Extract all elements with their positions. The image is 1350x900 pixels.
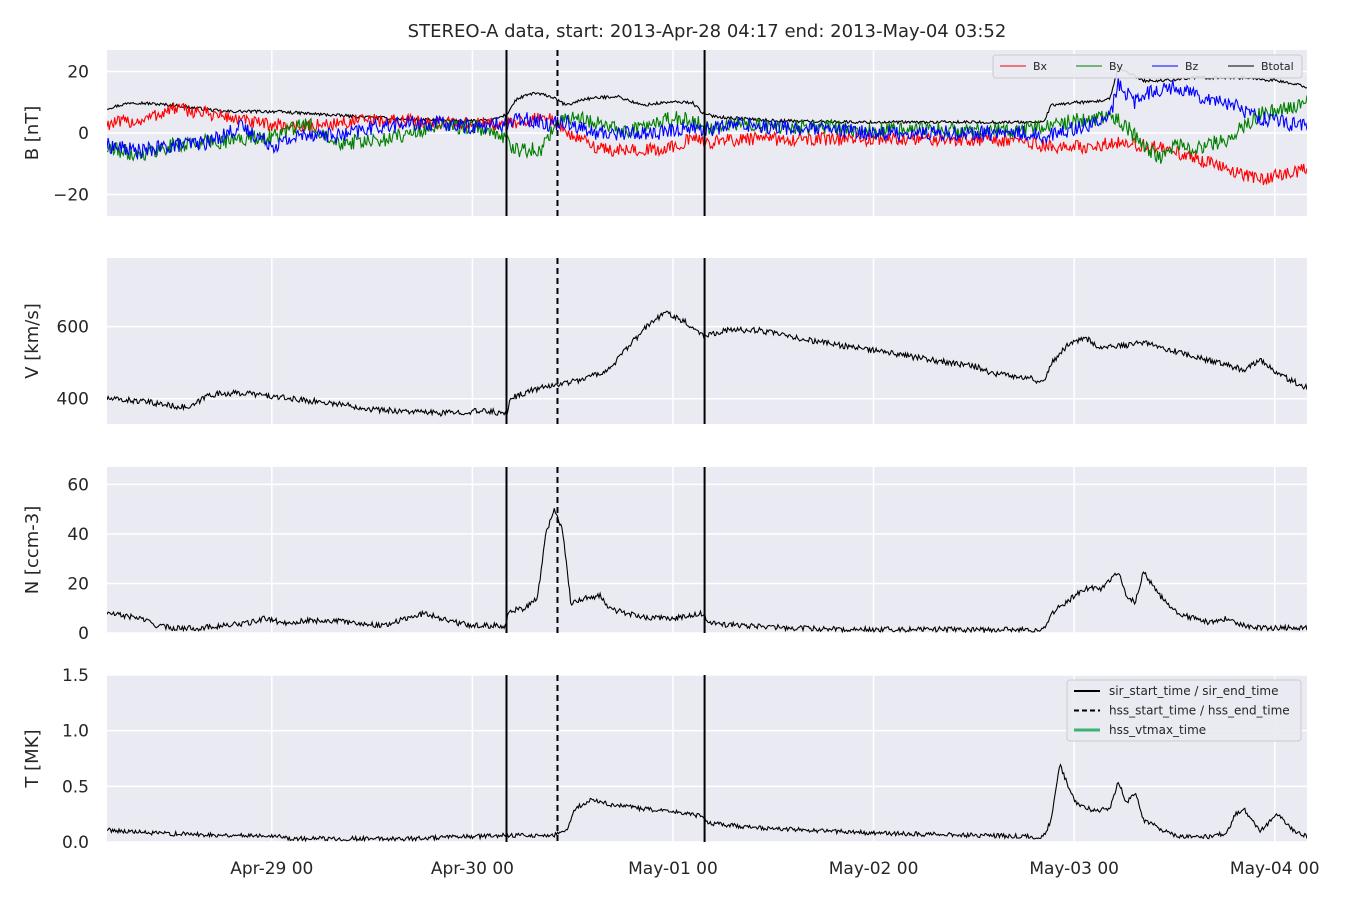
x-tick-label: May-03 00 bbox=[1029, 859, 1119, 879]
y-tick-label: 20 bbox=[67, 63, 89, 83]
legend-label: sir_start_time / sir_end_time bbox=[1109, 684, 1279, 698]
y-tick-label: 1.0 bbox=[62, 722, 89, 742]
series-line-bz bbox=[107, 76, 1307, 161]
y-tick-label: −20 bbox=[53, 185, 89, 205]
panel-2: 600 400 V [km/s] bbox=[22, 258, 1307, 424]
legend-box bbox=[1066, 679, 1302, 742]
legend-label: Bx bbox=[1033, 60, 1048, 73]
x-tick-label: May-04 00 bbox=[1230, 859, 1320, 879]
plot-area bbox=[107, 508, 1307, 633]
x-tick-label: Apr-29 00 bbox=[230, 859, 313, 879]
y-tick-label: 0 bbox=[78, 624, 89, 644]
legend-label: Bz bbox=[1185, 60, 1199, 73]
series-line-value bbox=[107, 508, 1307, 633]
x-tick-label: May-01 00 bbox=[628, 859, 718, 879]
legend-label: Btotal bbox=[1261, 60, 1294, 73]
legend-box bbox=[992, 54, 1303, 79]
y-tick-label: 1.5 bbox=[62, 666, 89, 686]
plot-area bbox=[107, 310, 1307, 418]
panel-background bbox=[107, 467, 1307, 633]
series-line-by bbox=[107, 95, 1307, 164]
plot-area bbox=[107, 763, 1307, 842]
panel-background bbox=[107, 258, 1307, 424]
y-tick-label: 40 bbox=[67, 525, 89, 545]
y-tick-label: 20 bbox=[67, 574, 89, 594]
x-tick-label: Apr-30 00 bbox=[431, 859, 514, 879]
x-tick-label: May-02 00 bbox=[829, 859, 919, 879]
y-axis-label: T [MK] bbox=[22, 729, 43, 788]
figure-title: STEREO-A data, start: 2013-Apr-28 04:17 … bbox=[408, 21, 1007, 42]
panels: 20 0 −20 B [nT] 600 400 V [km/s] 60 40 20 0 N [ccm-… bbox=[22, 50, 1307, 853]
x-tick-labels: Apr-29 00 Apr-30 00 May-01 00 May-02 00 May-… bbox=[230, 859, 1319, 879]
series-line-btotal bbox=[107, 65, 1307, 125]
legend-label: hss_start_time / hss_end_time bbox=[1109, 704, 1290, 718]
y-tick-label: 600 bbox=[57, 318, 89, 338]
b-legend: Bx By Bz Btotal bbox=[992, 54, 1303, 79]
series-line-value bbox=[107, 763, 1307, 842]
y-tick-label: 60 bbox=[67, 475, 89, 495]
y-axis-label: V [km/s] bbox=[22, 303, 43, 378]
y-tick-label: 400 bbox=[57, 390, 89, 410]
y-tick-label: 0.0 bbox=[62, 833, 89, 853]
y-tick-label: 0.5 bbox=[62, 777, 89, 797]
y-tick-label: 0 bbox=[78, 124, 89, 144]
y-axis-label: N [ccm-3] bbox=[22, 506, 43, 595]
series-line-bx bbox=[107, 102, 1307, 186]
plot-area bbox=[107, 65, 1307, 186]
legend-label: hss_vtmax_time bbox=[1109, 723, 1206, 737]
legend-label: By bbox=[1109, 60, 1124, 73]
panel-3: 60 40 20 0 N [ccm-3] bbox=[22, 467, 1307, 644]
y-axis-label: B [nT] bbox=[22, 106, 43, 161]
t-legend: sir_start_time / sir_end_time hss_start_t… bbox=[1066, 679, 1302, 742]
series-line-value bbox=[107, 310, 1307, 418]
